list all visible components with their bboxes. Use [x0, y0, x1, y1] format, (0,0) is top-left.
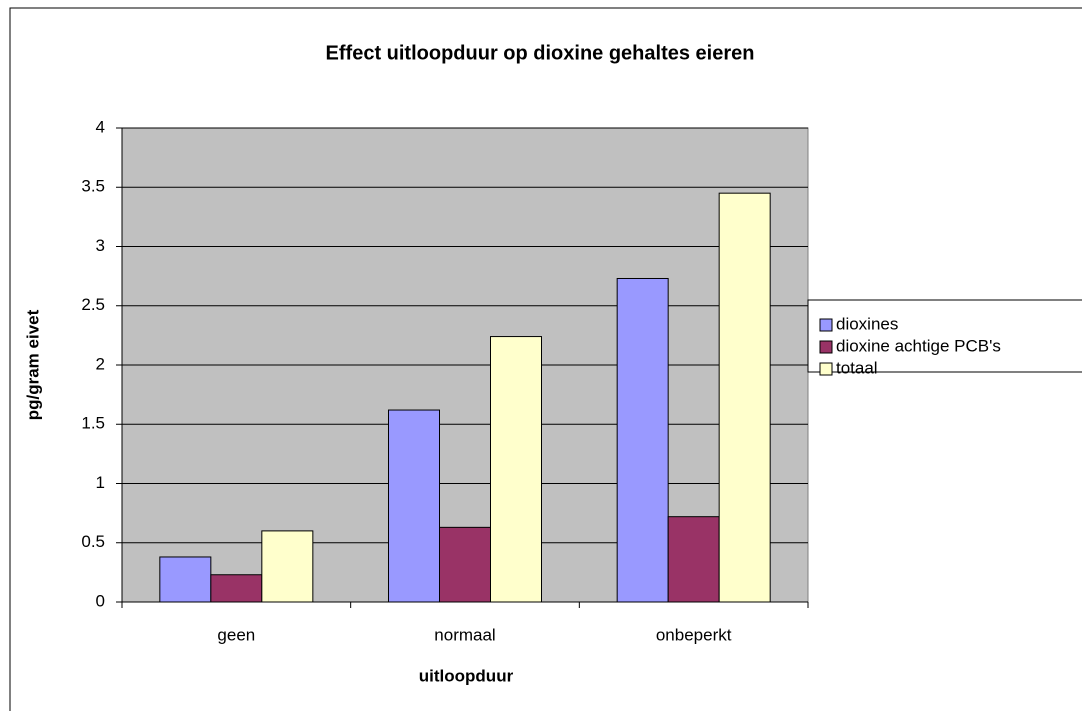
bar	[159, 556, 212, 603]
legend-label: totaal	[836, 358, 878, 377]
bar	[718, 192, 771, 603]
y-axis-label: pg/gram eivet	[23, 309, 42, 420]
y-tick-label: 1.5	[81, 414, 105, 433]
y-tick-label: 1	[96, 473, 105, 492]
bar	[667, 516, 720, 603]
legend-swatch	[819, 318, 833, 332]
y-tick-label: 4	[96, 117, 105, 136]
bar	[388, 409, 440, 603]
x-tick-label: onbeperkt	[656, 625, 732, 644]
chart-title: Effect uitloopduur op dioxine gehaltes e…	[326, 42, 755, 64]
y-tick-label: 0.5	[81, 532, 105, 551]
x-tick-label: normaal	[434, 625, 495, 644]
legend-box	[807, 299, 1082, 373]
bar	[210, 574, 263, 603]
legend-swatch	[819, 340, 833, 354]
y-tick-label: 2	[96, 354, 105, 373]
y-tick-label: 3.5	[81, 177, 105, 196]
bar	[616, 277, 669, 603]
y-tick-label: 3	[96, 236, 105, 255]
legend-swatch	[819, 362, 833, 376]
bar	[490, 336, 542, 603]
x-axis-label: uitloopduur	[419, 666, 514, 685]
y-tick-label: 2.5	[81, 295, 105, 314]
y-tick-label: 0	[96, 591, 105, 610]
legend-label: dioxine achtige PCB's	[836, 336, 1001, 355]
bar	[439, 526, 491, 603]
legend-label: dioxines	[836, 314, 898, 333]
x-tick-label: geen	[217, 625, 255, 644]
bar	[261, 530, 314, 603]
